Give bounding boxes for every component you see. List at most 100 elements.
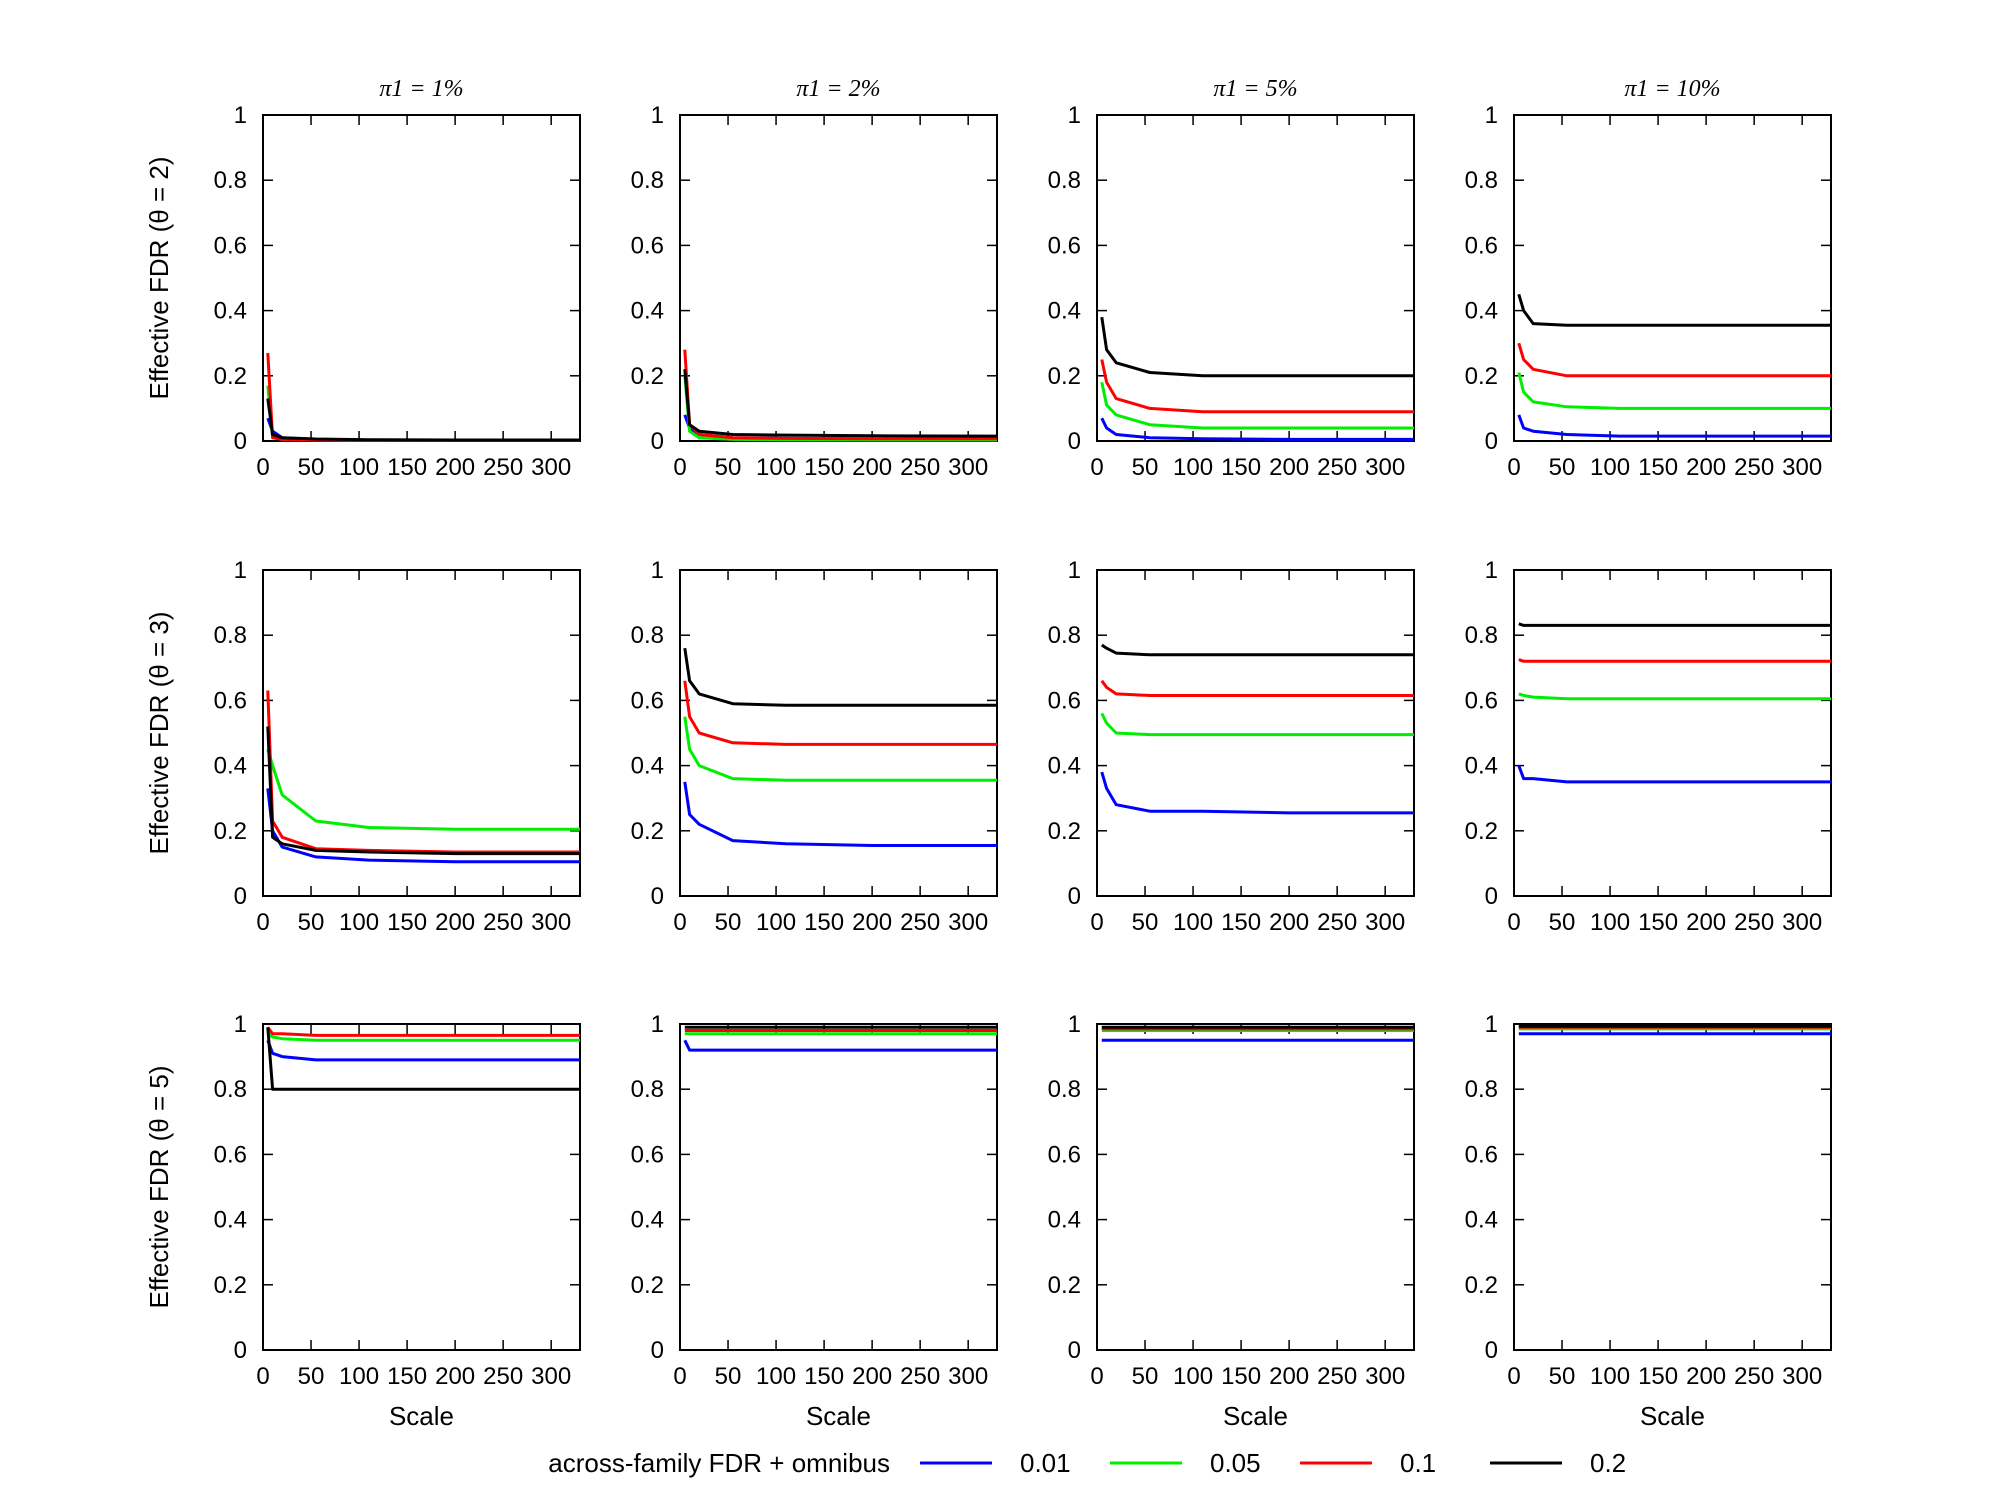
x-tick-label: 250 <box>483 454 523 481</box>
series-line-0.2 <box>266 726 580 856</box>
x-tick-label: 0 <box>256 1363 269 1390</box>
x-tick-label: 250 <box>900 454 940 481</box>
x-tick-label: 150 <box>1638 454 1678 481</box>
legend-label-0.01: 0.01 <box>1020 1448 1071 1478</box>
y-axis-label: Effective FDR (θ = 2) <box>144 157 174 400</box>
x-tick-label: 200 <box>1686 454 1726 481</box>
x-tick-label: 50 <box>1132 1363 1159 1390</box>
y-tick-label: 0.6 <box>214 232 247 259</box>
series-line-0.01 <box>1100 771 1414 815</box>
series-line-0.05 <box>1518 692 1831 701</box>
x-tick-label: 0 <box>1507 909 1520 936</box>
legend-label-0.1: 0.1 <box>1400 1448 1436 1478</box>
y-tick-label: 0.4 <box>1465 1207 1498 1234</box>
series-line-0.05 <box>1100 381 1414 430</box>
x-tick-label: 100 <box>756 454 796 481</box>
y-tick-label: 0 <box>1068 428 1081 455</box>
y-tick-label: 0.8 <box>1465 167 1498 194</box>
series-line-0.1 <box>1518 658 1831 663</box>
y-tick-label: 0.4 <box>631 1207 664 1234</box>
y-tick-label: 0.6 <box>1465 1141 1498 1168</box>
x-tick-label: 250 <box>900 1363 940 1390</box>
x-tick-label: 0 <box>1090 909 1103 936</box>
column-title: π1 = 5% <box>1213 76 1297 102</box>
x-tick-label: 150 <box>804 454 844 481</box>
y-tick-label: 0.2 <box>631 818 664 845</box>
x-tick-label: 0 <box>256 454 269 481</box>
x-tick-label: 300 <box>1365 454 1405 481</box>
y-tick-label: 0.4 <box>1048 753 1081 780</box>
y-axis-label: Effective FDR (θ = 5) <box>144 1066 174 1309</box>
y-tick-label: 0.4 <box>1048 298 1081 325</box>
y-tick-label: 0.2 <box>1465 818 1498 845</box>
x-tick-label: 250 <box>1317 909 1357 936</box>
x-tick-label: 0 <box>1507 454 1520 481</box>
legend-entries: 0.01 0.05 0.1 0.2 <box>920 1448 1626 1478</box>
series-line-0.1 <box>1100 359 1414 414</box>
x-tick-label: 300 <box>1365 1363 1405 1390</box>
plot-frame <box>679 114 998 442</box>
x-tick-label: 300 <box>531 1363 571 1390</box>
plot-frame <box>1096 569 1415 897</box>
plot-frame <box>1513 114 1832 442</box>
y-tick-label: 0 <box>651 1337 664 1364</box>
y-tick-label: 0.2 <box>1048 1272 1081 1299</box>
panel-r0-c3: 0 0.2 0.4 0.6 0.8 1 0 50 100 150 200 250 300 <box>1465 102 1832 481</box>
y-tick-label: 0 <box>1068 883 1081 910</box>
panel-r1-c3: 0 0.2 0.4 0.6 0.8 1 0 50 100 150 200 250 300 <box>1465 557 1832 936</box>
y-tick-label: 0.6 <box>1465 687 1498 714</box>
series-line-0.05 <box>266 385 580 442</box>
y-tick-label: 0.6 <box>1048 687 1081 714</box>
y-tick-label: 0.4 <box>1048 1207 1081 1234</box>
x-tick-label: 200 <box>1269 909 1309 936</box>
y-tick-label: 0.6 <box>631 232 664 259</box>
plot-frame <box>1096 114 1415 442</box>
x-tick-label: 300 <box>531 909 571 936</box>
x-tick-label: 150 <box>387 454 427 481</box>
x-tick-label: 50 <box>715 909 742 936</box>
series-line-0.1 <box>1517 342 1831 378</box>
x-tick-label: 150 <box>387 1363 427 1390</box>
y-tick-label: 0.4 <box>1465 753 1498 780</box>
x-tick-label: 100 <box>1590 454 1630 481</box>
plot-frame <box>679 1023 998 1351</box>
series-line-0.01 <box>683 781 997 847</box>
series-line-0.2 <box>683 647 997 707</box>
y-tick-label: 1 <box>1485 102 1498 129</box>
column-title: π1 = 2% <box>796 76 880 102</box>
x-tick-label: 50 <box>1549 1363 1576 1390</box>
series-line-0.1 <box>266 352 580 442</box>
series-line-0.05 <box>1517 372 1831 410</box>
x-tick-label: 250 <box>1734 1363 1774 1390</box>
x-tick-label: 50 <box>715 454 742 481</box>
x-tick-label: 250 <box>900 909 940 936</box>
x-tick-label: 150 <box>1638 1363 1678 1390</box>
x-tick-label: 200 <box>852 454 892 481</box>
y-tick-label: 0.2 <box>631 1272 664 1299</box>
x-axis-label: Scale <box>1223 1401 1288 1431</box>
series-line-0.01 <box>266 417 580 442</box>
y-tick-label: 0.4 <box>214 1207 247 1234</box>
x-tick-label: 250 <box>483 1363 523 1390</box>
x-tick-label: 200 <box>1686 909 1726 936</box>
y-tick-label: 0.6 <box>1048 232 1081 259</box>
series-line-0.05 <box>266 748 580 831</box>
y-tick-label: 0 <box>651 883 664 910</box>
y-tick-label: 1 <box>651 102 664 129</box>
panel-r2-c0: 0 0.2 0.4 0.6 0.8 1 0 50 100 150 200 250 300 Scale <box>214 1011 581 1431</box>
x-tick-label: 150 <box>387 909 427 936</box>
y-tick-label: 0 <box>1485 1337 1498 1364</box>
x-tick-label: 250 <box>483 909 523 936</box>
x-tick-label: 0 <box>256 909 269 936</box>
x-tick-label: 100 <box>1173 1363 1213 1390</box>
panel-r0-c1: 0 0.2 0.4 0.6 0.8 1 0 50 100 150 200 250 300 <box>631 102 998 481</box>
series-line-0.01 <box>1100 417 1414 441</box>
x-tick-label: 300 <box>1365 909 1405 936</box>
y-tick-label: 0 <box>234 1337 247 1364</box>
y-tick-label: 0.2 <box>214 1272 247 1299</box>
x-tick-label: 300 <box>1782 454 1822 481</box>
y-tick-label: 0 <box>651 428 664 455</box>
y-tick-label: 1 <box>1068 557 1081 584</box>
x-tick-label: 0 <box>1090 1363 1103 1390</box>
